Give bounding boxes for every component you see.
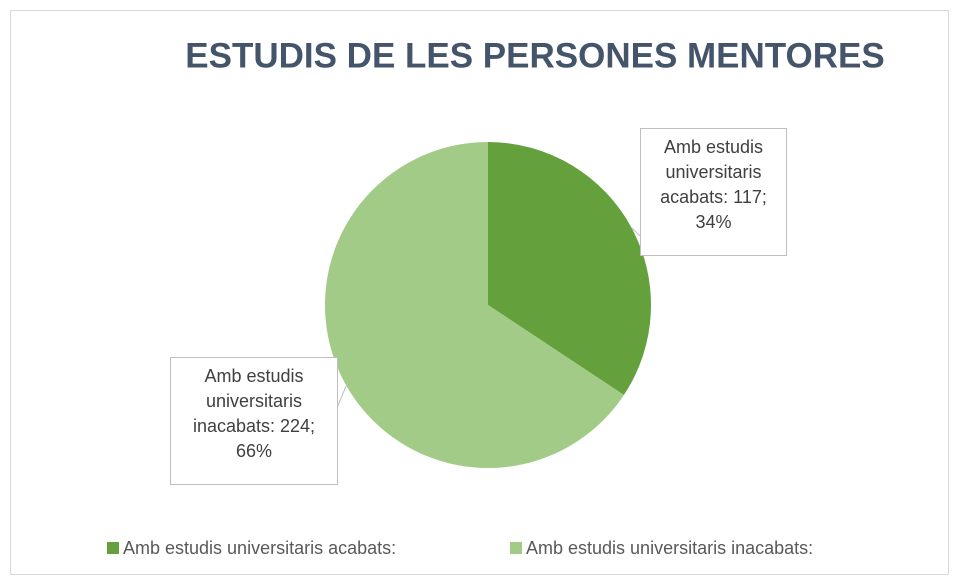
legend-swatch: [510, 542, 522, 554]
leader-line: [336, 385, 347, 409]
pie-slice: [325, 142, 624, 468]
leader-line: [631, 227, 641, 237]
legend-label: Amb estudis universitaris acabats:: [123, 538, 396, 558]
legend-label: Amb estudis universitaris inacabats:: [526, 538, 813, 558]
data-label: Amb estudis universitaris acabats: 117; …: [640, 128, 787, 256]
pie-slice: [488, 142, 651, 396]
data-label: Amb estudis universitaris inacabats: 224…: [170, 357, 338, 485]
chart-title: ESTUDIS DE LES PERSONES MENTORES: [185, 36, 885, 75]
legend-swatch: [107, 542, 119, 554]
